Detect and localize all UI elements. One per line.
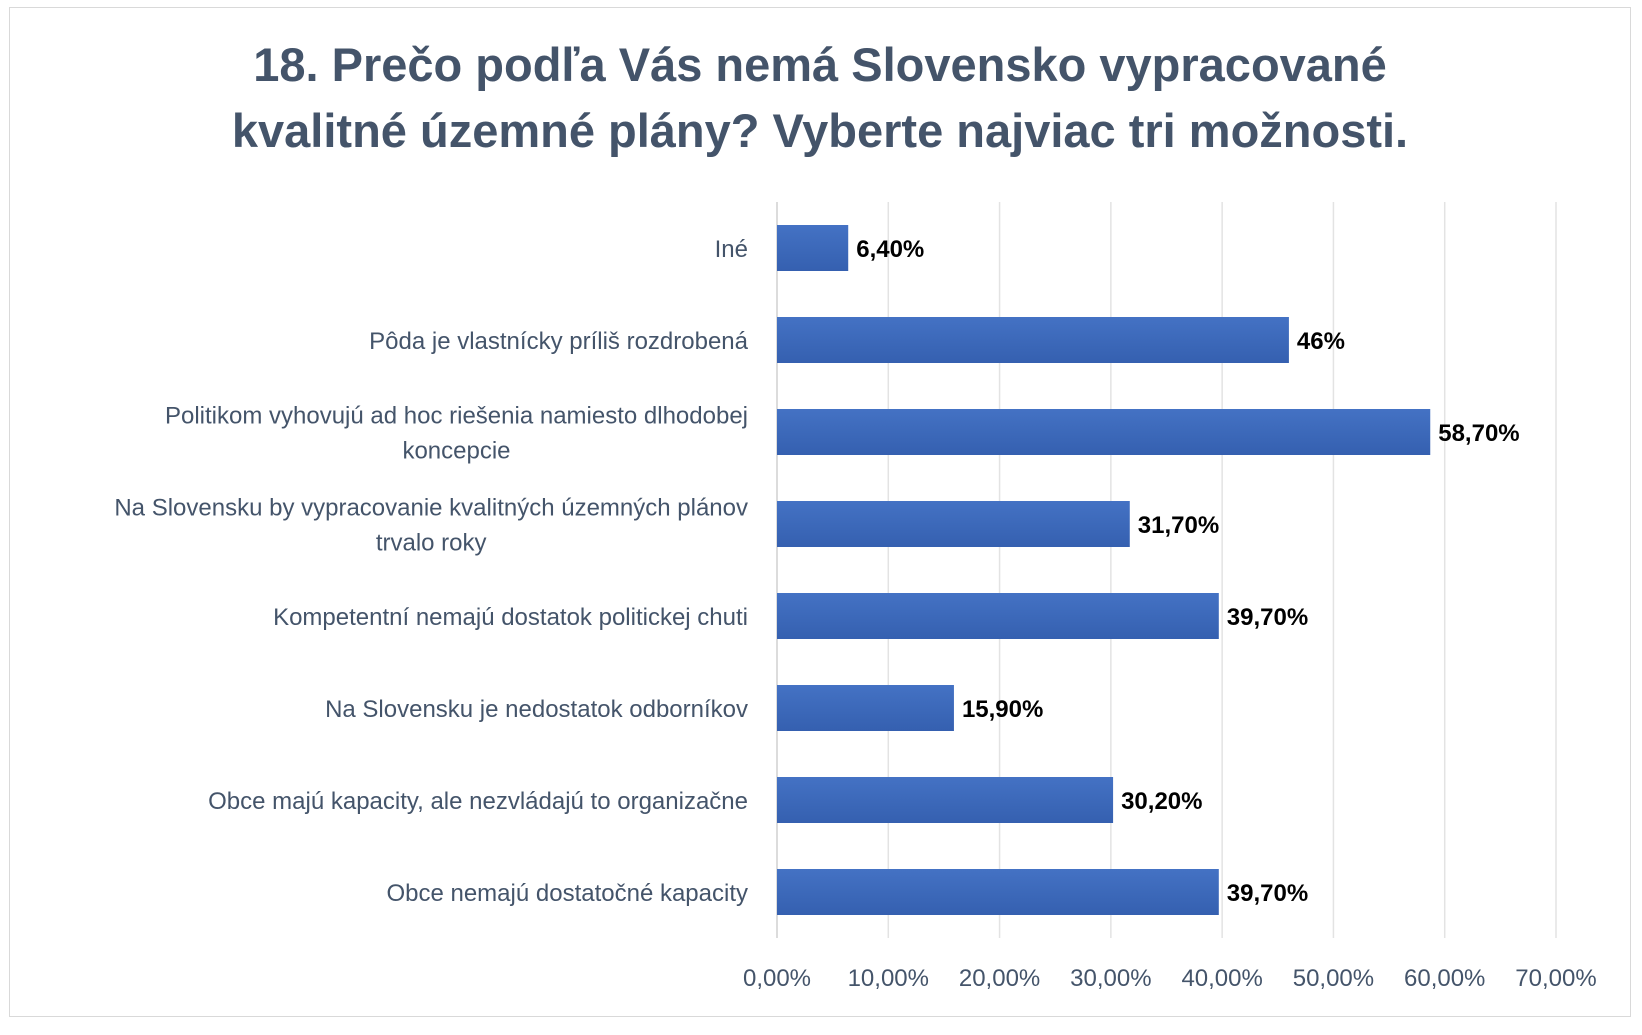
labels: 0,00% 10,00% 20,00% 30,00% 40,00% 50,00% 60,00… bbox=[114, 236, 1596, 992]
data-label: 15,90% bbox=[962, 696, 1043, 723]
x-tick-label: 20,00% bbox=[959, 965, 1040, 992]
chart-title-line-2: kvalitné územné plány? Vyberte najviac t… bbox=[231, 104, 1409, 157]
category-label: Iné bbox=[715, 236, 748, 263]
bars bbox=[777, 225, 1431, 915]
category-label: Na Slovensku je nedostatok odborníkov bbox=[325, 696, 748, 723]
category-label: Na Slovensku by vypracovanie kvalitných … bbox=[114, 495, 748, 522]
data-label: 39,70% bbox=[1227, 604, 1308, 631]
gridlines bbox=[776, 202, 1557, 938]
data-label: 30,20% bbox=[1121, 788, 1202, 815]
x-tick-label: 50,00% bbox=[1293, 965, 1374, 992]
data-label: 31,70% bbox=[1138, 512, 1219, 539]
bar bbox=[777, 869, 1219, 915]
bar bbox=[777, 225, 849, 271]
data-label: 58,70% bbox=[1438, 420, 1519, 447]
bar bbox=[777, 685, 954, 731]
category-label: trvalo roky bbox=[376, 530, 487, 557]
x-tick-label: 0,00% bbox=[743, 965, 811, 992]
category-label: Pôda je vlastnícky príliš rozdrobená bbox=[369, 328, 749, 355]
chart-title: 18. Prečo podľa Vás nemá Slovensko vypra… bbox=[40, 32, 1600, 164]
bar bbox=[777, 409, 1431, 455]
category-label: Kompetentní nemajú dostatok politickej c… bbox=[273, 604, 748, 631]
data-label: 39,70% bbox=[1227, 880, 1308, 907]
bar bbox=[777, 777, 1114, 823]
x-tick-label: 60,00% bbox=[1404, 965, 1485, 992]
x-tick-label: 10,00% bbox=[848, 965, 929, 992]
data-label: 46% bbox=[1297, 328, 1345, 355]
chart-title-line-1: 18. Prečo podľa Vás nemá Slovensko vypra… bbox=[253, 38, 1387, 91]
data-label: 6,40% bbox=[856, 236, 924, 263]
x-tick-label: 30,00% bbox=[1070, 965, 1151, 992]
category-label: Politikom vyhovujú ad hoc riešenia namie… bbox=[165, 403, 748, 430]
bar bbox=[777, 501, 1130, 547]
category-label: koncepcie bbox=[402, 438, 510, 465]
x-tick-label: 70,00% bbox=[1515, 965, 1596, 992]
category-label: Obce nemajú dostatočné kapacity bbox=[386, 880, 748, 907]
bar bbox=[777, 593, 1219, 639]
x-tick-label: 40,00% bbox=[1181, 965, 1262, 992]
bar bbox=[777, 317, 1289, 363]
category-label: Obce majú kapacity, ale nezvládajú to or… bbox=[208, 788, 748, 815]
